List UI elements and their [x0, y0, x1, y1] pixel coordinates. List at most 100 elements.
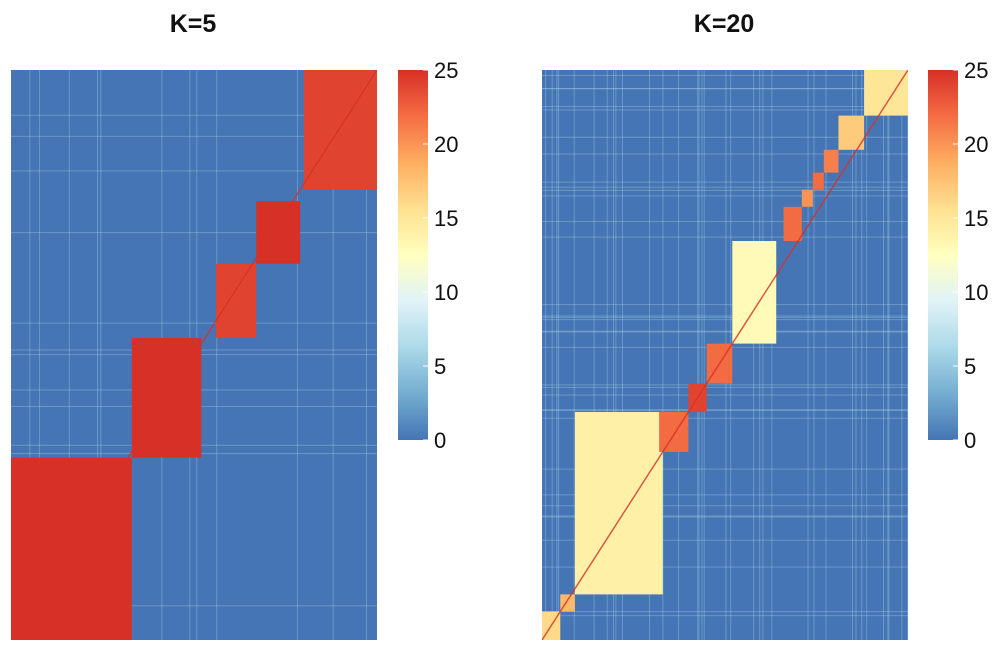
noise-line: [542, 109, 908, 111]
diagonal-line: [542, 70, 908, 640]
noise-line: [861, 70, 863, 640]
heatmap-block-12: [864, 70, 908, 116]
noise-line: [11, 232, 377, 234]
noise-line: [542, 136, 908, 138]
noise-line: [11, 322, 377, 324]
heatmap-block-8: [801, 189, 813, 207]
noise-line: [852, 70, 854, 640]
colorbar-tick-label: 15: [964, 206, 988, 231]
noise-line: [542, 153, 908, 155]
colorbar-tick-label: 5: [964, 354, 976, 379]
noise-line: [542, 88, 908, 90]
noise-line: [542, 181, 908, 183]
noise-line: [542, 316, 908, 318]
noise-line: [606, 70, 608, 640]
heatmap-block-9: [812, 172, 824, 190]
noise-line: [542, 195, 908, 197]
heatmap-panel-k5: K=5 0 5 10 15 20 25: [11, 10, 458, 640]
noise-line: [698, 70, 700, 640]
noise-line: [542, 394, 908, 396]
noise-line: [545, 70, 547, 640]
colorbar-tick-label: 15: [434, 206, 458, 231]
noise-line: [100, 70, 102, 640]
noise-line: [753, 70, 755, 640]
heatmap-block-3: [256, 201, 301, 264]
noise-line: [825, 70, 827, 640]
noise-line: [701, 70, 703, 640]
noise-line: [542, 494, 908, 496]
diagonal-line: [11, 70, 377, 640]
noise-line: [542, 515, 908, 517]
noise-line: [542, 566, 908, 568]
colorbar-tick-label: 25: [964, 58, 988, 83]
noise-line: [332, 70, 334, 640]
noise-line: [11, 170, 377, 172]
noise-line: [542, 410, 908, 412]
noise-line: [556, 70, 558, 640]
colorbar-tick-label: 0: [434, 428, 446, 453]
noise-line: [11, 135, 377, 137]
chart-title: K=20: [693, 10, 755, 38]
noise-line: [542, 189, 908, 191]
noise-line: [542, 220, 908, 222]
noise-line: [813, 70, 815, 640]
noise-line: [662, 70, 664, 640]
noise-line: [542, 386, 908, 388]
noise-line: [883, 70, 885, 640]
noise-line: [542, 88, 908, 90]
noise-line: [542, 315, 908, 317]
noise-line: [762, 70, 764, 640]
noise-line: [542, 74, 908, 76]
colorbar-tick-label: 20: [434, 132, 458, 157]
heatmap-panel-k20: K=20 0 5 10 15 20 25: [500, 0, 1000, 651]
noise-line: [542, 409, 908, 411]
noise-line: [678, 70, 680, 640]
noise-line: [542, 384, 908, 386]
noise-line: [703, 70, 705, 640]
colorbar-gradient: [398, 70, 428, 440]
noise-line: [11, 605, 377, 607]
noise-line: [771, 70, 773, 640]
noise-line: [29, 70, 31, 640]
noise-line: [542, 611, 908, 613]
noise-line: [855, 70, 857, 640]
noise-line: [593, 70, 595, 640]
noise-line: [542, 319, 908, 321]
colorbar-gradient: [928, 70, 958, 440]
colorbar-tick-label: 0: [964, 428, 976, 453]
noise-line: [542, 186, 908, 188]
colorbar-tick-label: 20: [964, 132, 988, 157]
heatmap-block-2: [215, 263, 257, 338]
colorbar-tick-label: 5: [434, 354, 446, 379]
colorbar-tick-label: 10: [964, 280, 988, 305]
noise-line: [542, 615, 908, 617]
noise-line: [612, 70, 614, 640]
noise-line: [697, 70, 699, 640]
colorbar-tick-label: 25: [434, 58, 458, 83]
noise-line: [866, 70, 868, 640]
noise-line: [615, 70, 617, 640]
noise-line: [542, 236, 908, 238]
heatmap-block-2: [574, 412, 663, 595]
noise-line: [907, 70, 908, 640]
heatmap-plot-area: [542, 70, 908, 640]
chart-title: K=5: [169, 10, 217, 38]
noise-line: [11, 114, 377, 116]
heatmap-block-1: [560, 594, 575, 612]
noise-line: [887, 70, 889, 640]
colorbar-legend: 0 5 10 15 20 25: [398, 58, 458, 453]
heatmap-plot-area: [11, 70, 377, 640]
noise-line: [573, 70, 575, 640]
noise-line: [621, 70, 623, 640]
noise-line: [542, 468, 908, 470]
noise-line: [759, 70, 761, 640]
noise-line: [296, 70, 298, 640]
noise-line: [68, 70, 70, 640]
noise-line: [542, 417, 908, 419]
colorbar-legend: 0 5 10 15 20 25: [928, 58, 988, 453]
noise-line: [542, 330, 908, 332]
noise-line: [97, 70, 99, 640]
noise-line: [365, 70, 367, 640]
noise-line: [807, 70, 809, 640]
noise-line: [648, 70, 650, 640]
